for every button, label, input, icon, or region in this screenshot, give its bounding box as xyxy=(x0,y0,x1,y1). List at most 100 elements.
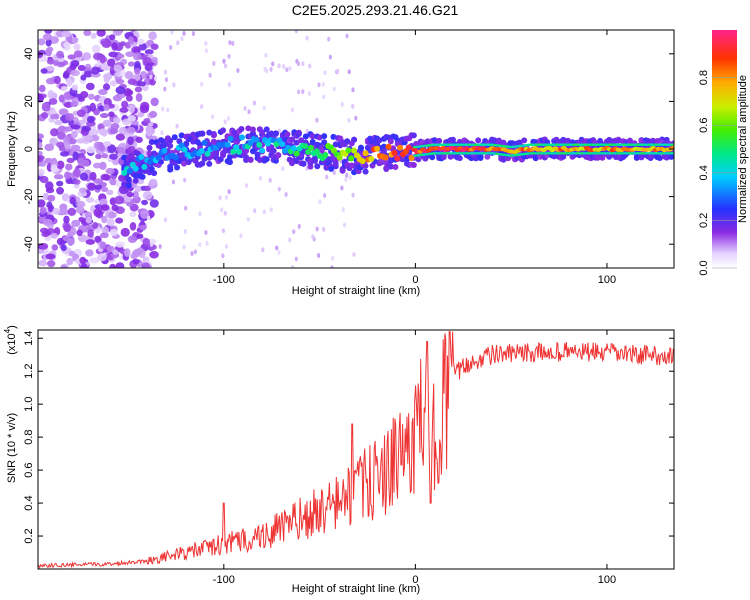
spectrogram-noise-cell xyxy=(163,86,167,92)
spectrogram-noise-cell xyxy=(51,244,59,251)
spectrogram-noise-cell xyxy=(139,209,150,219)
spectrogram-noise-cell xyxy=(63,223,71,233)
spectrogram-ridge-cell xyxy=(302,143,309,150)
spectrogram-noise-cell xyxy=(66,77,73,87)
spectrogram-panel: -100 0 100 -40 -20 0 20 40 Height of straight l… xyxy=(6,29,675,297)
spectrogram-ridge-cell xyxy=(336,154,343,161)
spectrogram-ridge-halo xyxy=(220,152,227,159)
spectrogram-ridge-halo xyxy=(392,163,399,170)
spectrogram-noise-cell xyxy=(89,171,97,181)
spectrogram-noise-cell xyxy=(134,67,141,75)
spectrogram-ridge-halo xyxy=(146,144,153,151)
spectrogram-noise-cell xyxy=(108,51,119,58)
spectrogram-noise-cell xyxy=(129,211,137,218)
spectrogram-noise-cell xyxy=(135,93,143,102)
spectrogram-ridge-halo xyxy=(298,137,305,144)
spectrogram-noise-cell xyxy=(292,229,296,234)
spectrogram-noise-cell xyxy=(58,94,65,103)
spectrogram-ridge-halo xyxy=(328,165,335,172)
spectrogram-noise-cell xyxy=(275,245,279,251)
spectrogram-noise-cell xyxy=(110,122,120,130)
spectrogram-noise-cell xyxy=(141,262,151,268)
spectrogram-noise-cell xyxy=(347,117,351,123)
spectrogram-noise-cell xyxy=(88,128,99,137)
spectrogram-noise-cell xyxy=(40,68,48,74)
spectrogram-noise-cell xyxy=(107,58,116,67)
spectrogram-noise-cell xyxy=(85,197,95,203)
spectrogram-ridge-cell xyxy=(230,148,237,155)
spectrogram-noise-cell xyxy=(46,46,54,52)
spectrogram-noise-cell xyxy=(204,48,208,54)
spectrogram-noise-cell xyxy=(121,100,129,109)
spectrogram-noise-cell xyxy=(332,170,336,175)
spectrogram-noise-cell xyxy=(106,245,115,252)
spectrogram-noise-cell xyxy=(38,259,48,267)
spectrogram-noise-cell xyxy=(112,249,119,255)
spectrogram-noise-cell xyxy=(77,157,85,166)
spectrogram-ridge-halo xyxy=(125,176,132,183)
spectrogram-noise-cell xyxy=(53,174,64,180)
spectrogram-noise-cell xyxy=(45,38,52,47)
spectrogram-ridge-halo xyxy=(599,154,606,161)
spectrogram-noise-cell xyxy=(150,121,154,127)
spectrogram-noise-cell xyxy=(218,195,222,201)
spectrogram-ridge-cell xyxy=(382,154,389,161)
svg-text:(x104): (x104) xyxy=(3,325,18,355)
spectrogram-noise-cell xyxy=(47,89,55,99)
spectrogram-noise-cell xyxy=(277,250,281,255)
spectrogram-noise-cell xyxy=(83,70,94,78)
spectrogram-noise-cell xyxy=(183,177,187,183)
spectrogram-noise-cell xyxy=(321,82,325,87)
spectrogram-noise-cell xyxy=(58,125,66,133)
spectrogram-noise-cell xyxy=(38,199,46,208)
spectrogram-noise-cell xyxy=(60,264,67,268)
spectrogram-noise-cell xyxy=(258,175,263,181)
spectrogram-ridge-cell xyxy=(307,144,314,151)
spectrogram-noise-cell xyxy=(252,100,257,106)
spectrogram-noise-cell xyxy=(42,102,50,108)
spectrogram-noise-cell xyxy=(253,208,257,214)
spectrogram-noise-cell xyxy=(66,157,75,163)
spectrogram-noise-cell xyxy=(64,142,71,150)
spectrogram-noise-cell xyxy=(101,215,108,224)
spectrogram-noise-cell xyxy=(183,229,187,234)
spectrogram-x-tick-label: 100 xyxy=(598,274,616,286)
spectrogram-noise-cell xyxy=(166,107,170,113)
spectrogram-noise-cell xyxy=(113,64,123,73)
spectrogram-ridge-halo xyxy=(180,156,187,163)
spectrogram-ridge-band xyxy=(670,152,674,155)
spectrogram-noise-cell xyxy=(65,163,73,171)
colorbar-tick-label: 0.0 xyxy=(698,260,710,275)
spectrogram-noise-cell xyxy=(50,164,58,173)
spectrogram-noise-cell xyxy=(149,110,158,118)
spectrogram-noise-cell xyxy=(294,256,298,262)
spectrogram-noise-cell xyxy=(99,232,109,239)
spectrogram-ridge-halo xyxy=(560,153,567,160)
spectrogram-noise-cell xyxy=(193,249,197,255)
spectrogram-noise-cell xyxy=(47,260,56,268)
spectrogram-ridge-halo xyxy=(128,152,135,159)
spectrogram-noise-cell xyxy=(100,62,110,70)
spectrogram-noise-cell xyxy=(315,226,319,232)
spectrogram-noise-cell xyxy=(182,30,186,36)
spectrogram-ridge-cell xyxy=(227,135,234,142)
spectrogram-ridge-halo xyxy=(167,166,174,173)
spectrogram-noise-cell xyxy=(291,107,295,113)
spectrogram-ridge-halo xyxy=(521,137,528,144)
spectrogram-noise-cell xyxy=(70,69,80,77)
spectrogram-noise-cell xyxy=(351,192,355,198)
spectrogram-y-tick-label: 0 xyxy=(23,146,35,152)
snr-panel: -100 0 100 0.2 0.4 0.6 0.8 1.0 1.2 1.4 Height of … xyxy=(3,325,675,595)
spectrogram-ridge-halo xyxy=(668,153,674,160)
spectrogram-noise-cell xyxy=(268,177,272,183)
spectrogram-noise-cell xyxy=(243,106,247,111)
spectrogram-noise-cell xyxy=(76,229,83,237)
spectrogram-noise-cell xyxy=(212,61,216,66)
spectrogram-noise-cell xyxy=(308,63,312,69)
spectrogram-noise-cell xyxy=(116,146,126,154)
spectrogram-noise-cell xyxy=(139,104,150,114)
spectrogram-noise-cell xyxy=(91,44,101,54)
spectrogram-ridge-cell xyxy=(351,147,358,154)
spectrogram-noise-cell xyxy=(281,166,285,172)
spectrogram-ridge-cell xyxy=(394,155,401,162)
